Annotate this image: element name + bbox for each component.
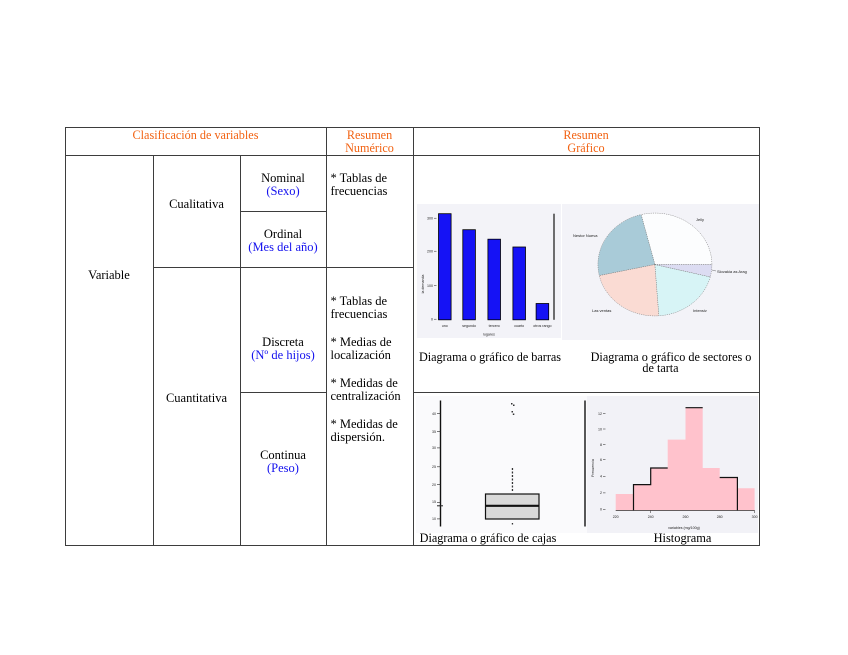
svg-text:Jelly: Jelly: [696, 217, 704, 222]
svg-text:10: 10: [432, 517, 436, 521]
svg-text:12: 12: [598, 412, 602, 416]
svg-text:Slovakia as Arag: Slovakia as Arag: [717, 269, 747, 274]
svg-text:Las ventas: Las ventas: [592, 308, 611, 313]
svg-text:2: 2: [600, 491, 602, 495]
svg-text:otros rango: otros rango: [533, 324, 551, 328]
svg-text:6: 6: [600, 458, 602, 462]
svg-text:Nestor Nueva: Nestor Nueva: [573, 233, 598, 238]
svg-text:30: 30: [432, 446, 436, 450]
svg-text:240: 240: [648, 515, 654, 519]
svg-text:35: 35: [432, 430, 436, 434]
svg-text:20: 20: [432, 483, 436, 487]
svg-text:280: 280: [717, 515, 723, 519]
svg-text:10: 10: [598, 428, 602, 432]
svg-text:200: 200: [427, 250, 433, 254]
svg-text:la demanda: la demanda: [421, 275, 425, 294]
svg-text:300: 300: [427, 217, 433, 221]
svg-text:segundo: segundo: [462, 324, 476, 328]
svg-text:0: 0: [600, 508, 602, 512]
svg-text:0: 0: [431, 318, 433, 322]
svg-text:Frecuencia: Frecuencia: [591, 459, 595, 477]
svg-text:100: 100: [427, 284, 433, 288]
svg-text:Intensiv: Intensiv: [693, 308, 707, 313]
svg-text:variables (mg/100g): variables (mg/100g): [668, 526, 700, 530]
svg-text:260: 260: [683, 515, 689, 519]
svg-text:220: 220: [613, 515, 619, 519]
svg-text:4: 4: [600, 475, 602, 479]
svg-text:25: 25: [432, 465, 436, 469]
svg-text:300: 300: [752, 515, 758, 519]
svg-text:lugares: lugares: [483, 333, 495, 337]
svg-text:40: 40: [432, 412, 436, 416]
svg-text:cuarto: cuarto: [514, 324, 524, 328]
svg-text:tercero: tercero: [489, 324, 500, 328]
svg-text:15: 15: [432, 500, 436, 504]
svg-text:8: 8: [600, 443, 602, 447]
svg-text:uno: uno: [442, 324, 448, 328]
